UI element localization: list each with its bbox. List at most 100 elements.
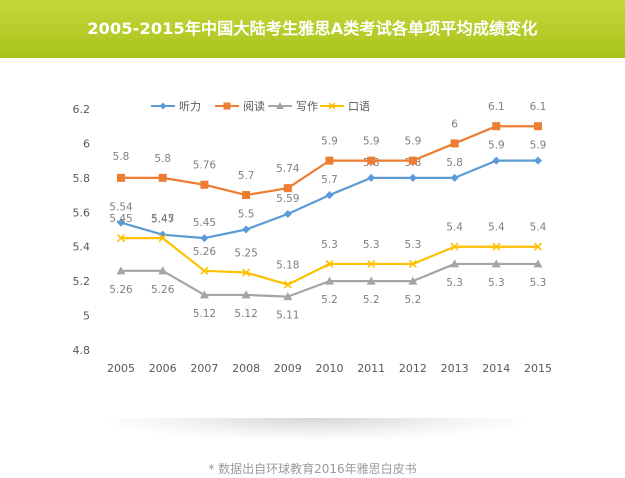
data-point-marker [325,156,334,165]
y-tick-label: 5.4 [73,241,91,254]
legend-marker [276,102,284,109]
data-point-marker [534,122,542,131]
data-point-marker [534,156,542,165]
data-point-marker [450,242,459,251]
chart-card [0,58,625,418]
legend-item-写作: 写作 [268,100,318,113]
data-label: 5.8 [113,151,130,163]
data-label: 5.2 [321,294,338,306]
data-label: 5.3 [488,277,505,289]
series-听力: 5.545.475.455.55.595.75.85.85.85.95.9 [109,140,546,243]
data-label: 6.1 [530,101,547,113]
data-point-marker [408,156,417,165]
data-point-marker [117,218,125,227]
y-tick-label: 6 [83,137,90,150]
data-label: 5.12 [234,308,257,320]
data-label: 5.4 [446,222,463,234]
data-label: 5.26 [193,246,217,258]
data-point-marker [283,210,292,219]
data-label: 5.45 [193,217,216,229]
series-line [120,159,538,240]
data-point-marker [491,259,501,268]
data-label: 5.11 [276,310,299,322]
data-point-marker [450,139,459,148]
data-point-marker [533,259,543,268]
data-point-marker [158,234,167,243]
data-label: 5.47 [151,214,174,226]
data-point-marker [408,276,418,285]
y-tick-label: 5.6 [73,206,91,219]
data-label: 5.3 [321,239,338,251]
data-label: 5.2 [405,294,422,306]
data-label: 5.5 [238,209,255,221]
data-point-marker [116,266,126,275]
data-point-marker [450,173,459,182]
data-point-marker [242,191,251,200]
x-tick-label: 2006 [149,362,177,375]
data-label: 5.3 [405,239,422,251]
source-note: * 数据出自环球教育2016年雅思白皮书 [208,462,417,476]
data-label: 5.45 [151,213,174,225]
data-point-marker [241,290,251,299]
legend-label: 写作 [296,100,318,113]
data-point-marker [325,259,334,268]
data-point-marker [367,259,376,268]
x-tick-label: 2005 [107,362,135,375]
data-point-marker [366,276,376,285]
y-tick-label: 5 [83,310,90,323]
data-label: 5.54 [109,202,133,214]
legend-item-阅读: 阅读 [215,99,265,113]
x-tick-label: 2007 [190,362,218,375]
data-label: 6 [451,118,458,130]
y-tick-label: 6.2 [73,103,91,116]
data-point-marker [200,266,209,275]
data-point-marker [367,173,376,182]
data-point-marker [492,156,501,165]
data-label: 5.76 [193,160,217,172]
data-label: 5.74 [276,163,300,175]
legend-marker [159,102,167,110]
data-label: 6.1 [488,101,505,113]
page-title: 2005-2015年中国大陆考生雅思A类考试各单项平均成绩变化 [87,19,538,38]
y-tick-label: 4.8 [73,344,91,357]
legend-marker [223,102,231,110]
title-banner: 2005-2015年中国大陆考生雅思A类考试各单项平均成绩变化 [0,0,625,58]
data-label: 5.7 [238,170,255,182]
data-point-marker [408,259,417,268]
data-point-marker [492,122,501,131]
data-point-marker [242,225,251,234]
data-label: 5.8 [446,157,463,169]
data-point-marker [450,259,460,268]
legend-label: 听力 [179,100,201,113]
x-tick-label: 2014 [482,362,510,375]
data-point-marker [367,156,376,165]
data-point-marker [533,242,543,251]
data-label: 5.3 [446,277,463,289]
x-tick-label: 2009 [274,362,302,375]
data-point-marker [200,180,209,189]
x-tick-label: 2012 [399,362,427,375]
legend-label: 阅读 [243,99,265,113]
data-point-marker [408,173,417,182]
data-label: 5.9 [363,136,380,148]
legend-item-听力: 听力 [151,100,201,113]
x-tick-label: 2008 [232,362,260,375]
data-label: 5.25 [234,248,257,260]
data-label: 5.8 [154,153,171,165]
data-label: 5.59 [276,193,299,205]
data-point-marker [283,184,292,193]
data-point-marker [283,280,292,289]
data-point-marker [325,191,334,200]
x-tick-label: 2013 [441,362,469,375]
data-point-marker [199,290,209,299]
data-label: 5.2 [363,294,380,306]
data-label: 5.9 [488,140,505,152]
legend-marker [328,102,336,110]
y-tick-label: 5.8 [73,172,91,185]
data-label: 5.7 [321,174,338,186]
data-label: 5.3 [530,277,547,289]
data-point-marker [117,173,125,182]
data-label: 5.45 [109,213,132,225]
data-label: 5.4 [530,222,547,234]
data-label: 5.26 [151,284,175,296]
